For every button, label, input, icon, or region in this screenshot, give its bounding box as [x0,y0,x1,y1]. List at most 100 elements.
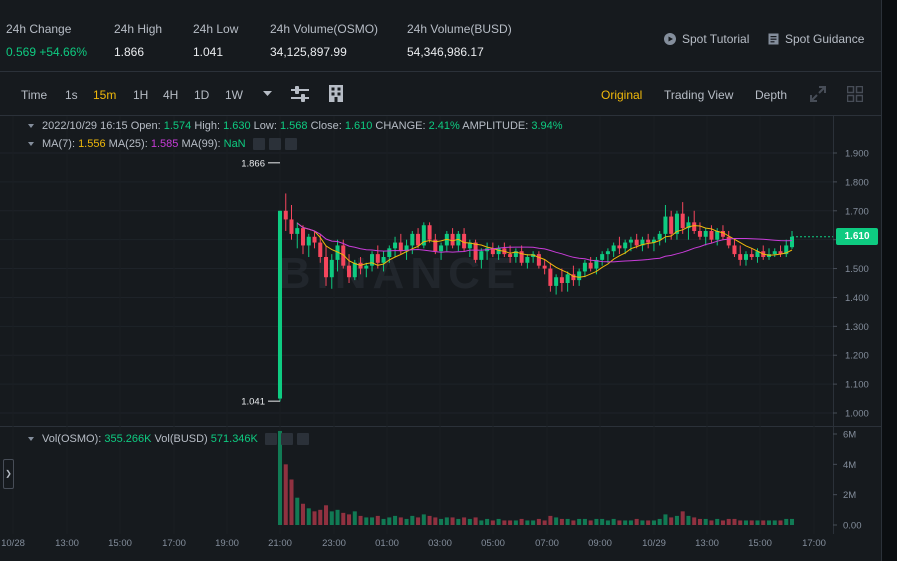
volume-bar [496,518,501,525]
price-axis-label: 1.300 [845,322,869,333]
volume-bar [703,518,708,525]
candle-body [669,216,674,234]
panel-collapse-button[interactable]: ❯ [3,459,14,489]
timeframe-1h[interactable]: 1H [133,88,149,102]
volume-bar [283,464,288,525]
ticker-stats-bar: 24h Change 0.569 +54.66% 24h High 1.866 … [0,0,881,72]
volume-bar [651,520,656,525]
candle-body [623,242,628,249]
vol-osmo-label: Vol(OSMO): [42,433,102,445]
view-depth-tab[interactable]: Depth [755,88,788,102]
volume-bar [398,517,403,525]
volume-info-line: Vol(OSMO): 355.266K Vol(BUSD) 571.346K [28,433,309,446]
candle-body [720,231,725,237]
timeframe-1d[interactable]: 1D [194,88,210,102]
candle-body [559,277,564,283]
volume-bar [542,520,547,525]
collapse-triangle-icon[interactable] [28,142,34,147]
stat-value: 0.569 +54.66% [6,45,88,59]
grid-layout-icon[interactable] [847,86,863,102]
candle-body [600,254,605,260]
stat-value: 34,125,897.99 [270,45,347,59]
volume-bar [761,520,766,525]
candle-body [335,245,340,260]
vol-visibility-icon[interactable] [280,433,293,446]
kline-chart[interactable]: BINANCE1.9001.8001.7001.6001.5001.4001.3… [0,116,881,534]
collapse-triangle-icon[interactable] [28,124,34,129]
ma-info-line: MA(7): 1.556 MA(25): 1.585 MA(99): NaN [28,138,297,151]
candle-body [513,251,518,257]
volume-bar [381,518,386,525]
ma-visibility-icon[interactable] [268,138,281,151]
candle-body [743,254,748,260]
volume-bar [473,517,478,525]
volume-bar [789,518,795,525]
volume-bar [479,520,484,525]
candle-body [300,228,306,246]
ma25-label: MA(25): [108,138,148,150]
timeframe-4h[interactable]: 4H [163,88,179,102]
volume-bar [577,518,582,525]
spot-tutorial-link[interactable]: Spot Tutorial [664,32,749,46]
stat-label: 24h Volume(OSMO) [270,22,379,36]
time-axis-label: 01:00 [375,538,399,549]
candle-body [755,251,760,257]
candle-body [393,242,398,249]
vol-close-icon[interactable] [296,433,309,446]
stat-24h-high: 24h High 1.866 [114,22,162,59]
price-axis-label: 1.200 [845,351,869,362]
ma-settings-icon[interactable] [252,138,265,151]
volume-bar [663,514,668,525]
indicator-settings-icon[interactable] [291,86,309,102]
timeframe-1s[interactable]: 1s [65,88,78,102]
volume-bar [485,518,490,525]
volume-bar [289,479,294,525]
view-trading-view-tab[interactable]: Trading View [664,88,734,102]
volume-bar [674,515,679,525]
volume-bar [387,517,392,525]
collapse-triangle-icon[interactable] [28,437,34,442]
spot-tutorial-label: Spot Tutorial [682,32,750,46]
timeframe-15m[interactable]: 15m [93,88,117,102]
volume-bar [772,520,777,525]
candle-body [738,254,743,260]
price-axis-label: 1.800 [845,177,869,188]
document-icon [768,33,779,45]
stat-label: 24h Low [193,22,239,36]
building-layout-icon[interactable] [329,85,343,102]
candle-body [490,248,495,255]
volume-bar [295,497,300,525]
volume-bar [743,520,748,525]
candle-body [594,259,599,269]
vol-settings-icon[interactable] [264,433,277,446]
ma25-value: 1.585 [150,138,179,150]
stat-label: 24h High [114,22,163,36]
volume-bar [513,520,518,525]
volume-bar [490,520,495,525]
timeframe-1w[interactable]: 1W [225,88,243,102]
ma99-label: MA(99): [181,138,221,150]
amplitude-value: 3.94% [531,120,563,132]
kline-chart-canvas[interactable]: BINANCE1.9001.8001.7001.6001.5001.4001.3… [0,116,881,534]
stat-value: 1.041 [193,45,224,59]
view-original-tab[interactable]: Original [601,88,643,102]
volume-bar [715,518,720,525]
expand-icon[interactable] [810,86,826,102]
timeframe-time[interactable]: Time [21,88,48,102]
volume-bar [628,520,633,525]
candle-body [531,254,536,257]
volume-bar [686,515,691,525]
ma-close-icon[interactable] [284,138,297,151]
candle-body [778,251,783,255]
volume-axis-label: 6M [843,430,856,441]
candle-body [582,262,587,272]
spot-guidance-link[interactable]: Spot Guidance [768,32,864,46]
volume-bar [508,520,513,525]
ma7-line [296,222,793,278]
candle-body [508,254,513,257]
volume-bar [605,520,610,525]
candle-body [427,225,432,240]
candle-body [439,245,444,252]
timeframe-dropdown-icon[interactable] [263,91,272,97]
candle-body [697,231,702,237]
